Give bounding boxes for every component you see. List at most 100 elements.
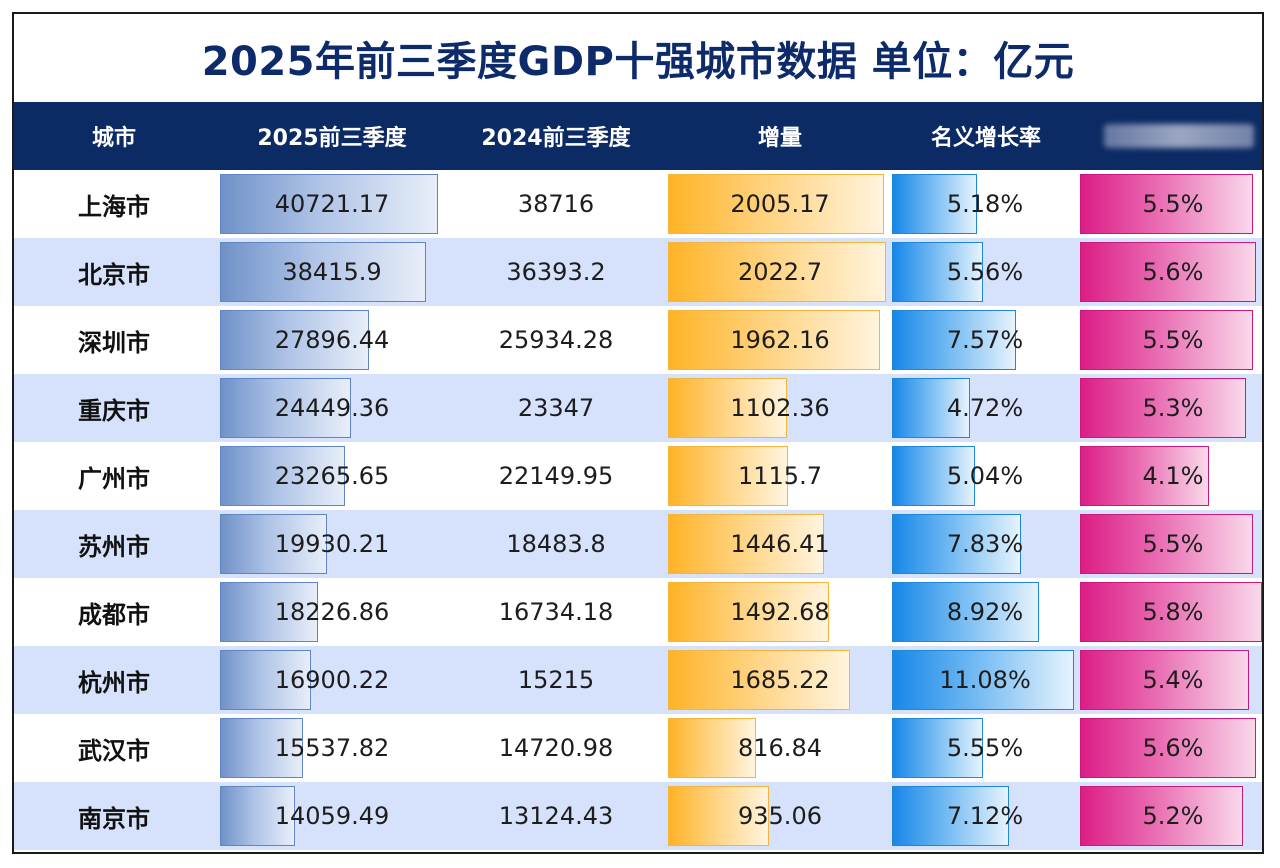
gdp-2025-value: 19930.21 — [274, 530, 390, 558]
header-obscured-label — [1104, 124, 1254, 148]
increase-bar — [668, 242, 886, 302]
increase-value: 1492.68 — [730, 598, 830, 626]
gdp-2025-bar — [220, 174, 438, 234]
gdp-2024-value: 15215 — [517, 666, 595, 694]
nominal-growth-value: 7.12% — [946, 802, 1024, 830]
table-header: 城市 2025前三季度 2024前三季度 增量 名义增长率 — [14, 102, 1262, 170]
header-increase: 增量 — [757, 126, 802, 151]
gdp-2025-value: 27896.44 — [274, 326, 390, 354]
last-column-value: 5.4% — [1142, 666, 1204, 694]
table-row: 北京市 38415.9 36393.2 2022.7 5.56% 5.6% — [14, 238, 1262, 306]
nominal-growth-value: 5.04% — [946, 462, 1024, 490]
nominal-growth-bar — [892, 786, 1009, 846]
last-column-value: 5.5% — [1142, 530, 1204, 558]
last-column-value: 5.8% — [1142, 598, 1204, 626]
nominal-growth-bar — [892, 378, 970, 438]
chart-title: 2025年前三季度GDP十强城市数据 单位：亿元 — [201, 39, 1075, 85]
nominal-growth-value: 5.18% — [946, 190, 1024, 218]
gdp-2025-bar — [220, 786, 296, 846]
table-row: 深圳市 27896.44 25934.28 1962.16 7.57% 5.5% — [14, 306, 1262, 374]
nominal-growth-value: 7.83% — [946, 530, 1024, 558]
increase-value: 1446.41 — [730, 530, 830, 558]
gdp-2024-value: 38716 — [517, 190, 595, 218]
city-name: 杭州市 — [78, 668, 150, 697]
gdp-2025-bar — [220, 514, 327, 574]
last-column-bar — [1080, 582, 1262, 642]
nominal-growth-value: 4.72% — [946, 394, 1024, 422]
gdp-2025-value: 23265.65 — [274, 462, 390, 490]
city-name: 武汉市 — [78, 736, 150, 765]
gdp-2025-bar — [220, 718, 304, 778]
gdp-2025-value: 24449.36 — [274, 394, 390, 422]
gdp-2025-bar — [220, 378, 351, 438]
increase-bar — [668, 514, 824, 574]
table-row: 武汉市 15537.82 14720.98 816.84 5.55% 5.6% — [14, 714, 1262, 782]
gdp-2025-value: 40721.17 — [274, 190, 390, 218]
last-column-value: 5.6% — [1142, 258, 1204, 286]
last-column-bar — [1080, 718, 1256, 778]
city-name: 成都市 — [78, 600, 150, 629]
table-frame: 2025年前三季度GDP十强城市数据 单位：亿元 城市 2025前三季度 202… — [12, 12, 1264, 854]
increase-value: 1102.36 — [730, 394, 830, 422]
last-column-bar — [1080, 310, 1253, 370]
gdp-2024-value: 25934.28 — [498, 326, 614, 354]
gdp-2025-value: 18226.86 — [274, 598, 390, 626]
last-column-bar — [1080, 786, 1244, 846]
nominal-growth-bar — [892, 174, 978, 234]
gdp-2025-bar — [220, 446, 345, 506]
gdp-2025-value: 15537.82 — [274, 734, 390, 762]
increase-bar — [668, 174, 885, 234]
gdp-2025-bar — [220, 582, 318, 642]
nominal-growth-bar — [892, 514, 1021, 574]
increase-bar — [668, 310, 880, 370]
city-name: 广州市 — [78, 464, 150, 493]
nominal-growth-value: 5.56% — [946, 258, 1024, 286]
nominal-growth-bar — [892, 582, 1039, 642]
nominal-growth-bar — [892, 446, 975, 506]
table-row: 成都市 18226.86 16734.18 1492.68 8.92% 5.8% — [14, 578, 1262, 646]
city-name: 重庆市 — [78, 396, 150, 425]
city-name: 南京市 — [78, 804, 150, 833]
city-name: 上海市 — [78, 192, 150, 221]
increase-value: 2005.17 — [730, 190, 830, 218]
increase-value: 935.06 — [738, 802, 822, 830]
gdp-2025-bar — [220, 310, 370, 370]
last-column-bar — [1080, 514, 1253, 574]
gdp-2025-value: 16900.22 — [274, 666, 390, 694]
nominal-growth-value: 7.57% — [946, 326, 1024, 354]
increase-bar — [668, 718, 756, 778]
nominal-growth-bar — [892, 718, 984, 778]
table-row: 广州市 23265.65 22149.95 1115.7 5.04% 4.1% — [14, 442, 1262, 510]
nominal-growth-bar — [892, 310, 1017, 370]
last-column-bar — [1080, 174, 1253, 234]
header-gdp-2024: 2024前三季度 — [481, 126, 631, 151]
last-column-value: 5.2% — [1142, 802, 1204, 830]
nominal-growth-value: 5.55% — [946, 734, 1024, 762]
nominal-growth-bar — [892, 242, 984, 302]
gdp-2024-value: 18483.8 — [506, 530, 606, 558]
nominal-growth-value: 8.92% — [946, 598, 1024, 626]
table-row: 杭州市 16900.22 15215 1685.22 11.08% 5.4% — [14, 646, 1262, 714]
increase-value: 816.84 — [738, 734, 822, 762]
city-name: 北京市 — [78, 260, 150, 289]
gdp-2024-value: 16734.18 — [498, 598, 614, 626]
increase-value: 1115.7 — [738, 462, 822, 490]
increase-bar — [668, 378, 787, 438]
last-column-value: 5.3% — [1142, 394, 1204, 422]
increase-bar — [668, 582, 829, 642]
last-column-bar — [1080, 242, 1256, 302]
last-column-value: 5.5% — [1142, 326, 1204, 354]
last-column-bar — [1080, 446, 1209, 506]
header-nominal-growth: 名义增长率 — [930, 126, 1041, 151]
nominal-growth-value: 11.08% — [939, 666, 1031, 694]
gdp-2025-bar — [220, 650, 311, 710]
nominal-growth-bar — [892, 650, 1074, 710]
table-row: 重庆市 24449.36 23347 1102.36 4.72% 5.3% — [14, 374, 1262, 442]
last-column-bar — [1080, 650, 1250, 710]
city-name: 深圳市 — [78, 328, 150, 357]
increase-bar — [668, 786, 769, 846]
gdp-2025-value: 38415.9 — [282, 258, 382, 286]
increase-bar — [668, 650, 850, 710]
increase-value: 1962.16 — [730, 326, 830, 354]
table-row: 苏州市 19930.21 18483.8 1446.41 7.83% 5.5% — [14, 510, 1262, 578]
